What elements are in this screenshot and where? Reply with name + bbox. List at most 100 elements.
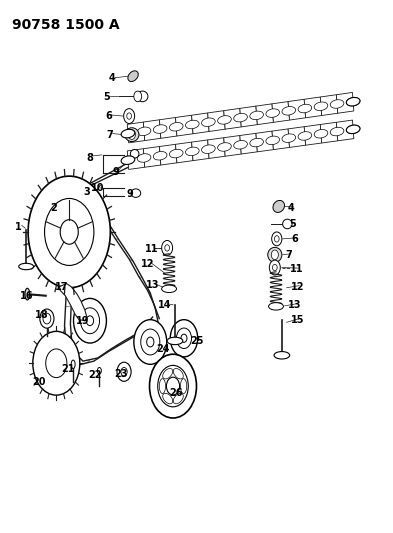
Ellipse shape (282, 107, 296, 115)
Ellipse shape (234, 114, 247, 122)
Ellipse shape (121, 156, 135, 165)
Text: 9: 9 (113, 167, 119, 177)
Ellipse shape (137, 154, 151, 162)
Ellipse shape (314, 102, 328, 110)
Text: 16: 16 (20, 290, 34, 301)
Circle shape (269, 260, 280, 275)
Polygon shape (208, 111, 225, 132)
Circle shape (40, 309, 54, 328)
Ellipse shape (234, 141, 247, 149)
Circle shape (73, 298, 107, 343)
Text: 90758 1500 A: 90758 1500 A (13, 18, 120, 31)
Ellipse shape (173, 368, 183, 379)
Circle shape (165, 245, 169, 251)
Polygon shape (143, 120, 161, 141)
Text: 1: 1 (15, 222, 22, 232)
Text: 12: 12 (291, 282, 304, 292)
Text: 20: 20 (32, 377, 46, 387)
Ellipse shape (298, 104, 312, 113)
Polygon shape (240, 133, 257, 154)
Circle shape (33, 332, 80, 395)
Text: 13: 13 (288, 300, 302, 310)
Text: 12: 12 (141, 259, 154, 269)
Polygon shape (59, 284, 87, 321)
Polygon shape (127, 149, 145, 169)
Ellipse shape (250, 138, 263, 147)
Polygon shape (256, 104, 274, 125)
Polygon shape (160, 117, 177, 138)
Ellipse shape (346, 98, 360, 106)
Polygon shape (336, 120, 354, 141)
Text: 23: 23 (115, 369, 128, 379)
Circle shape (28, 176, 110, 288)
Ellipse shape (282, 134, 296, 142)
Ellipse shape (97, 368, 101, 374)
Ellipse shape (266, 109, 279, 117)
Ellipse shape (159, 378, 165, 393)
Polygon shape (320, 95, 338, 116)
Text: 4: 4 (288, 203, 295, 213)
Ellipse shape (268, 303, 283, 310)
Polygon shape (272, 102, 290, 123)
Ellipse shape (346, 98, 360, 106)
Polygon shape (224, 135, 241, 156)
Ellipse shape (274, 352, 290, 359)
Ellipse shape (169, 149, 183, 158)
Text: 4: 4 (109, 73, 116, 83)
Circle shape (124, 109, 135, 124)
Polygon shape (320, 122, 338, 143)
Ellipse shape (266, 136, 279, 144)
Ellipse shape (25, 288, 30, 300)
Circle shape (134, 91, 141, 102)
Text: 22: 22 (89, 370, 102, 381)
Circle shape (274, 236, 279, 242)
Circle shape (141, 329, 160, 355)
Ellipse shape (346, 125, 360, 134)
Ellipse shape (298, 132, 312, 140)
Ellipse shape (163, 393, 173, 404)
Ellipse shape (131, 189, 141, 197)
Polygon shape (288, 127, 306, 148)
Circle shape (176, 328, 191, 349)
Polygon shape (272, 129, 290, 150)
Ellipse shape (202, 118, 215, 126)
Text: 8: 8 (86, 152, 94, 163)
Ellipse shape (273, 200, 285, 213)
Polygon shape (176, 115, 193, 136)
Ellipse shape (180, 378, 187, 393)
Polygon shape (143, 147, 161, 167)
Circle shape (134, 320, 167, 365)
Text: 18: 18 (35, 310, 49, 320)
Text: 25: 25 (191, 336, 204, 346)
Circle shape (86, 316, 94, 326)
Text: 17: 17 (55, 282, 68, 292)
Ellipse shape (153, 151, 167, 160)
Ellipse shape (330, 127, 344, 136)
Text: 19: 19 (76, 316, 90, 326)
Polygon shape (176, 142, 193, 163)
Ellipse shape (346, 125, 360, 134)
Ellipse shape (128, 71, 138, 82)
Ellipse shape (250, 111, 263, 119)
Circle shape (44, 198, 94, 265)
Ellipse shape (185, 120, 199, 129)
Polygon shape (208, 138, 225, 158)
Text: 21: 21 (61, 364, 75, 374)
Text: 6: 6 (105, 111, 112, 121)
Text: 5: 5 (103, 92, 110, 102)
Polygon shape (336, 92, 354, 113)
Text: 24: 24 (156, 344, 170, 354)
Circle shape (166, 377, 180, 395)
Ellipse shape (330, 100, 344, 108)
Ellipse shape (314, 130, 328, 138)
Ellipse shape (71, 360, 75, 368)
Polygon shape (192, 113, 209, 134)
Ellipse shape (137, 91, 148, 102)
Ellipse shape (162, 285, 176, 293)
Ellipse shape (173, 393, 183, 404)
Ellipse shape (125, 128, 139, 142)
Circle shape (127, 113, 132, 119)
Circle shape (147, 337, 154, 347)
Circle shape (60, 220, 78, 244)
Circle shape (272, 264, 277, 271)
